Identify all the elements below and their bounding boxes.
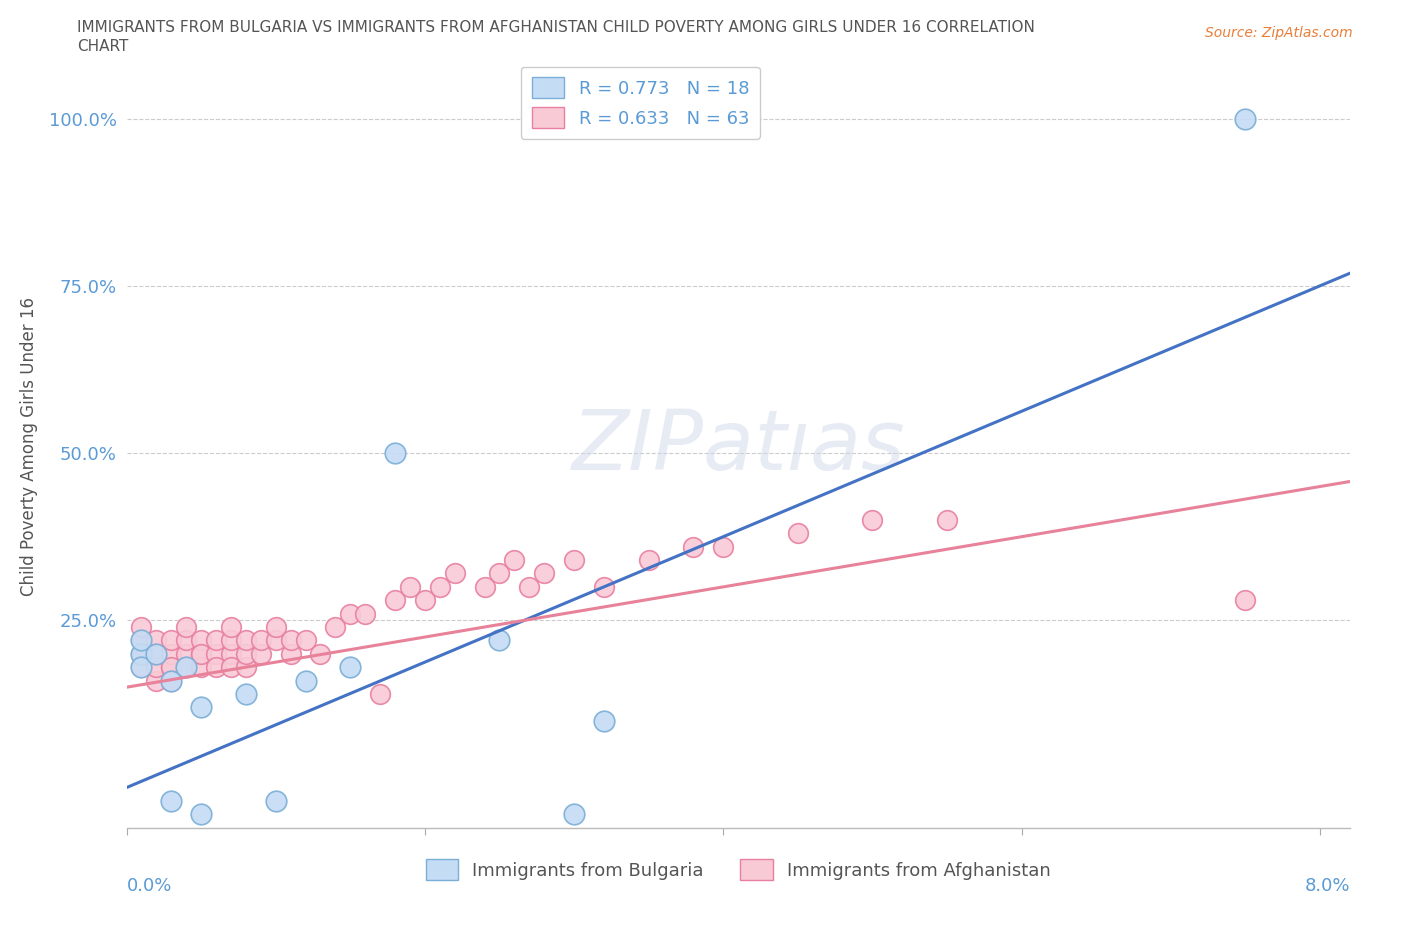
Point [190, 633, 212, 648]
Text: 8.0%: 8.0% [1305, 877, 1350, 896]
Point [235, 686, 257, 701]
Point [384, 592, 406, 607]
Point [249, 633, 271, 648]
Point [711, 539, 734, 554]
Point [160, 659, 183, 674]
Point [160, 646, 183, 661]
Point [860, 512, 883, 527]
Point [174, 633, 197, 648]
Point [131, 659, 153, 674]
Point [280, 646, 302, 661]
Point [205, 633, 228, 648]
Point [474, 579, 496, 594]
Point [174, 619, 197, 634]
Point [1234, 112, 1257, 126]
Point [325, 619, 347, 634]
Point [413, 592, 436, 607]
Point [131, 659, 153, 674]
Point [145, 646, 167, 661]
Point [219, 633, 242, 648]
Point [205, 659, 228, 674]
Point [235, 633, 257, 648]
Point [190, 700, 212, 715]
Point [190, 646, 212, 661]
Point [219, 659, 242, 674]
Point [368, 686, 391, 701]
Point [399, 579, 422, 594]
Point [174, 659, 197, 674]
Point [131, 646, 153, 661]
Point [131, 633, 153, 648]
Point [219, 619, 242, 634]
Point [294, 673, 316, 688]
Point [562, 552, 585, 567]
Point [145, 659, 167, 674]
Point [160, 793, 183, 808]
Point [339, 606, 361, 621]
Text: Source: ZipAtlas.com: Source: ZipAtlas.com [1205, 26, 1353, 40]
Point [205, 646, 228, 661]
Point [174, 646, 197, 661]
Point [503, 552, 526, 567]
Point [637, 552, 659, 567]
Point [280, 633, 302, 648]
Point [593, 579, 616, 594]
Point [339, 659, 361, 674]
Point [160, 633, 183, 648]
Text: IMMIGRANTS FROM BULGARIA VS IMMIGRANTS FROM AFGHANISTAN CHILD POVERTY AMONG GIRL: IMMIGRANTS FROM BULGARIA VS IMMIGRANTS F… [77, 20, 1035, 35]
Point [145, 646, 167, 661]
Point [354, 606, 377, 621]
Point [131, 633, 153, 648]
Point [264, 619, 287, 634]
Point [160, 659, 183, 674]
Text: 0.0%: 0.0% [127, 877, 172, 896]
Point [174, 659, 197, 674]
Point [131, 646, 153, 661]
Text: CHART: CHART [77, 39, 129, 54]
Point [145, 673, 167, 688]
Y-axis label: Child Poverty Among Girls Under 16: Child Poverty Among Girls Under 16 [20, 297, 38, 596]
Point [160, 673, 183, 688]
Text: ZIPatıas: ZIPatıas [571, 405, 905, 487]
Point [533, 566, 555, 581]
Point [443, 566, 465, 581]
Point [264, 633, 287, 648]
Point [309, 646, 332, 661]
Point [145, 646, 167, 661]
Legend: Immigrants from Bulgaria, Immigrants from Afghanistan: Immigrants from Bulgaria, Immigrants fro… [419, 852, 1057, 887]
Point [593, 713, 616, 728]
Point [190, 659, 212, 674]
Point [488, 566, 510, 581]
Point [160, 673, 183, 688]
Point [936, 512, 959, 527]
Point [190, 646, 212, 661]
Point [562, 807, 585, 822]
Point [1234, 592, 1257, 607]
Point [517, 579, 540, 594]
Point [429, 579, 451, 594]
Point [384, 445, 406, 460]
Point [145, 633, 167, 648]
Point [249, 646, 271, 661]
Point [235, 646, 257, 661]
Point [235, 659, 257, 674]
Point [264, 793, 287, 808]
Point [488, 633, 510, 648]
Point [219, 646, 242, 661]
Point [131, 619, 153, 634]
Point [190, 807, 212, 822]
Point [786, 526, 808, 541]
Point [682, 539, 704, 554]
Point [294, 633, 316, 648]
